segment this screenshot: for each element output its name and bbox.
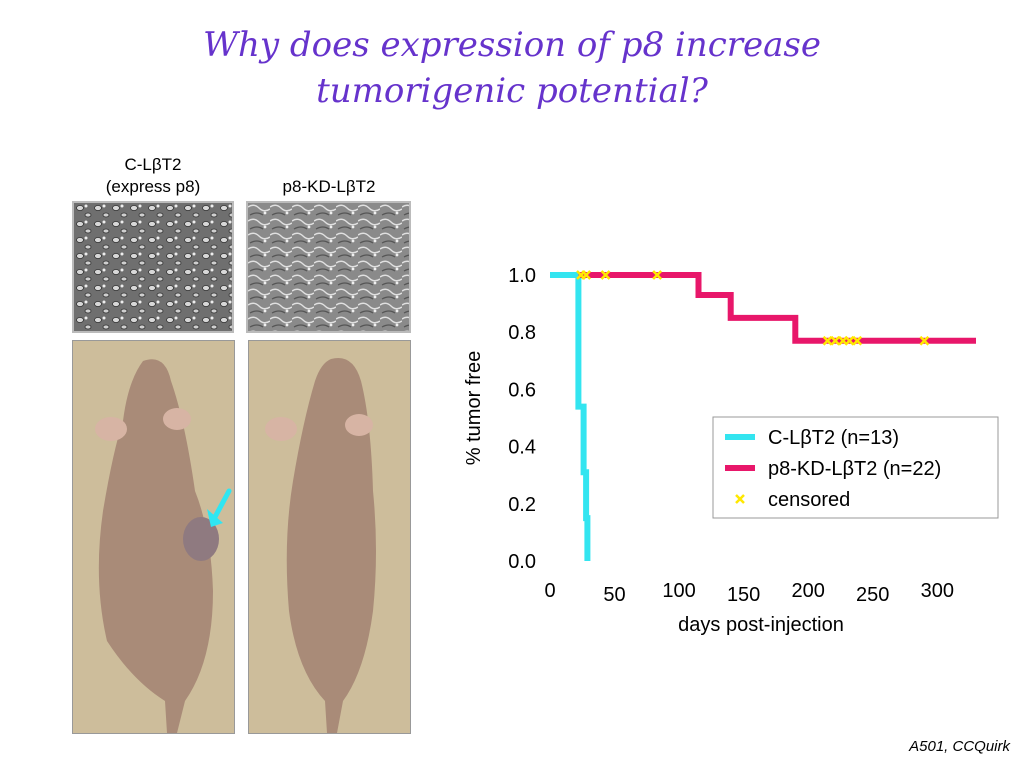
cell-micrograph-p8-kd: [246, 201, 411, 333]
censored-mark: [581, 270, 592, 280]
y-tick-label: 0.4: [508, 437, 536, 459]
x-tick-label: 250: [856, 584, 889, 606]
series-line-1: [550, 272, 591, 561]
mouse-photo-p8-kd-image: [249, 341, 410, 733]
cell-micrograph-c-lbt2-image: [74, 203, 232, 331]
y-tick-label: 0.6: [508, 379, 536, 401]
censored-mark: [852, 335, 863, 346]
left-panel-label-line2: (express p8): [105, 177, 201, 196]
y-tick-label: 1.0: [508, 265, 536, 287]
x-tick-label: 100: [662, 580, 695, 602]
legend-label: C-LβT2 (n=13): [768, 427, 899, 449]
legend-swatch: [735, 494, 745, 504]
x-axis-label: days post-injection: [678, 614, 844, 636]
survival-chart: 0.0 0.2 0.4 0.6 0.8 1.0 0 50 100 150 200 250 300 da…: [463, 265, 999, 636]
left-panel-label: C-LβT2 (express p8): [72, 154, 234, 198]
legend-label: censored: [768, 489, 850, 511]
y-tick-label: 0.8: [508, 322, 536, 344]
x-tick-label: 200: [791, 580, 824, 602]
y-tick-label: 0.2: [508, 494, 536, 516]
x-tick-label: 150: [727, 584, 760, 606]
censored-mark: [822, 335, 833, 346]
y-axis-label: % tumor free: [463, 351, 485, 465]
y-tick-label: 0.0: [508, 551, 536, 573]
censored-mark: [919, 335, 930, 346]
censored-mark: [844, 335, 855, 346]
cell-micrograph-c-lbt2: [72, 201, 234, 333]
x-tick-label: 0: [544, 580, 555, 602]
censored-mark: [652, 270, 663, 280]
mouse-photo-c-lbt2: [72, 340, 235, 734]
left-panel-label-line1: C-LβT2: [124, 155, 182, 174]
mouse-photo-c-lbt2-image: [73, 341, 234, 733]
slide-title-line1: Why does expression of p8 increase: [203, 25, 821, 65]
censored-mark: [600, 270, 611, 280]
x-tick-label: 50: [603, 584, 625, 606]
slide-title: Why does expression of p8 increase tumor…: [0, 22, 1024, 114]
cell-micrograph-p8-kd-image: [248, 203, 409, 331]
tumor-arrow-icon: [207, 488, 232, 527]
legend-label: p8-KD-LβT2 (n=22): [768, 458, 941, 480]
censored-mark: [830, 335, 841, 346]
mouse-photo-p8-kd: [248, 340, 411, 734]
series-line-2: [578, 272, 976, 344]
x-tick-label: 300: [921, 580, 954, 602]
legend-box: [712, 416, 999, 519]
slide-credit: A501, CCQuirk: [909, 738, 1010, 755]
slide-title-line2: tumorigenic potential?: [316, 71, 708, 111]
right-panel-label: p8-KD-LβT2: [282, 177, 376, 196]
chart-legend: C-LβT2 (n=13) p8-KD-LβT2 (n=22) censored: [712, 416, 999, 519]
